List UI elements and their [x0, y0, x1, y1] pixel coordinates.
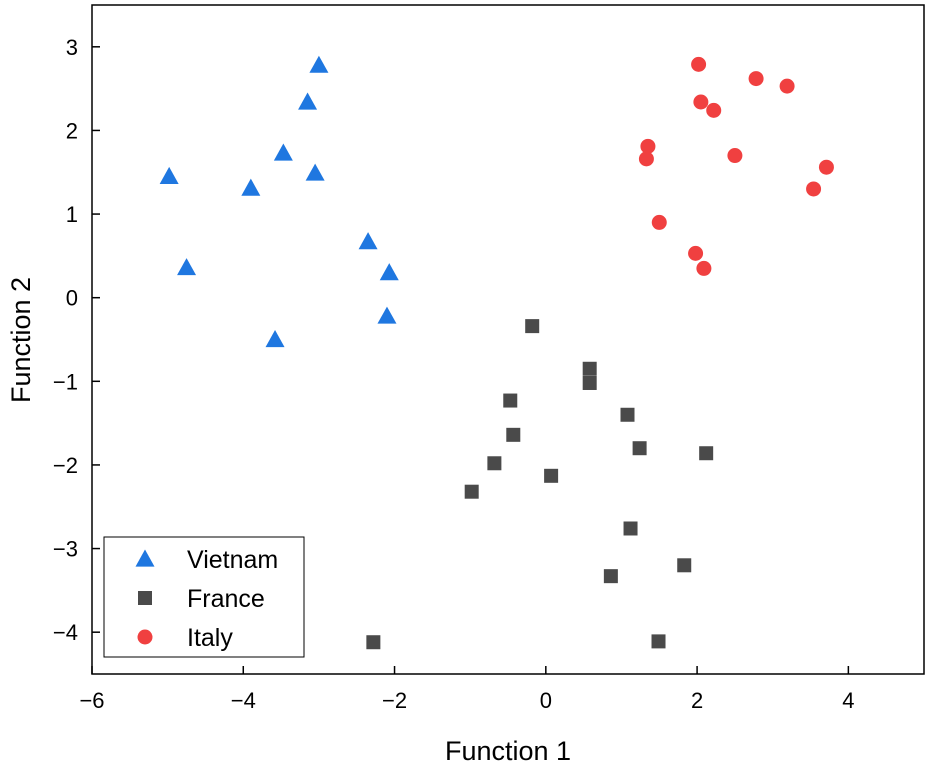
france-point: [603, 569, 618, 584]
france-point: [582, 375, 597, 390]
vietnam-legend-marker: [135, 549, 155, 567]
vietnam-point: [379, 263, 399, 281]
vietnam-point: [265, 330, 285, 348]
x-axis-title: Function 1: [445, 736, 571, 766]
legend-label-vietnam: Vietnam: [187, 546, 278, 574]
italy-point: [696, 260, 712, 276]
x-axis-ticks: −6 −4 −2 0 2 4: [79, 666, 854, 713]
legend-label-france: France: [187, 585, 265, 613]
france-point: [503, 393, 518, 408]
y-tick-label: −4: [53, 620, 78, 645]
vietnam-point: [241, 178, 261, 196]
plot-frame: [91, 4, 925, 675]
italy-point: [638, 151, 654, 167]
france-point: [699, 446, 714, 461]
france-point: [506, 427, 521, 442]
y-axis-title: Function 2: [6, 277, 36, 403]
france-point: [632, 441, 647, 456]
france-point: [487, 456, 502, 471]
france-point: [366, 635, 381, 650]
france-point: [464, 484, 479, 499]
y-tick-label: 1: [66, 202, 78, 227]
vietnam-point: [159, 166, 179, 185]
vietnam-point: [305, 163, 325, 181]
vietnam-point: [273, 143, 293, 161]
x-tick-label: 0: [540, 688, 552, 713]
italy-point: [748, 71, 764, 87]
y-tick-label: −2: [53, 453, 78, 478]
x-tick-label: −6: [79, 688, 104, 713]
france-point: [525, 319, 540, 334]
vietnam-point: [377, 306, 397, 324]
x-tick-label: 2: [691, 688, 703, 713]
italy-point: [693, 94, 709, 110]
legend-box: [103, 536, 305, 658]
y-tick-label: −3: [53, 537, 78, 562]
vietnam-point: [309, 55, 329, 73]
y-tick-label: −1: [53, 369, 78, 394]
france-legend-marker: [138, 591, 152, 605]
y-tick-label: 2: [66, 118, 78, 143]
x-tick-label: 4: [842, 688, 854, 713]
vietnam-point: [298, 92, 318, 110]
italy-point: [727, 148, 743, 164]
france-point: [677, 558, 692, 573]
legend: Vietnam France Italy: [103, 536, 305, 658]
y-tick-label: 0: [66, 286, 78, 311]
france-point: [623, 521, 638, 536]
data-points: [159, 55, 834, 650]
italy-point: [691, 56, 707, 72]
france-point: [651, 634, 666, 649]
italy-point: [651, 214, 667, 230]
italy-point: [779, 78, 795, 94]
x-tick-label: −2: [382, 688, 407, 713]
italy-point: [818, 159, 834, 175]
x-tick-label: −4: [231, 688, 256, 713]
vietnam-point: [358, 232, 378, 250]
italy-point: [640, 138, 656, 154]
italy-point: [806, 181, 822, 197]
france-point: [544, 468, 559, 483]
vietnam-point: [177, 258, 197, 276]
y-tick-label: 3: [66, 35, 78, 60]
y-axis-ticks: −4 −3 −2 −1 0 1 2 3: [53, 35, 100, 645]
france-point: [582, 361, 597, 376]
italy-point: [688, 245, 704, 261]
legend-label-italy: Italy: [187, 624, 233, 652]
france-point: [620, 407, 635, 422]
italy-legend-marker: [137, 629, 153, 645]
italy-point: [706, 102, 722, 118]
